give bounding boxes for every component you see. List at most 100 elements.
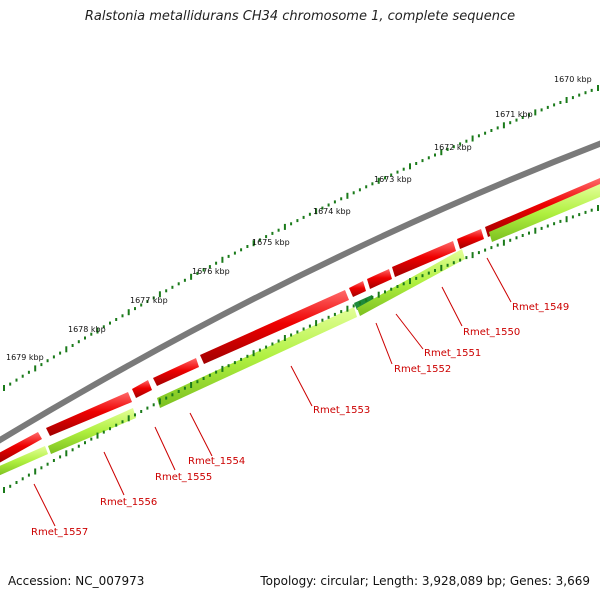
major-tick: [597, 205, 599, 211]
minor-tick: [77, 444, 80, 448]
major-tick: [96, 327, 99, 334]
gene-label[interactable]: Rmet_1552: [394, 364, 451, 375]
major-tick: [377, 177, 380, 184]
gene-label[interactable]: Rmet_1553: [313, 405, 370, 416]
cds-feature[interactable]: [489, 184, 600, 242]
gene-label[interactable]: Rmet_1554: [188, 456, 245, 467]
minor-tick: [121, 314, 124, 318]
cds-feature[interactable]: [153, 358, 199, 386]
major-tick: [409, 278, 411, 285]
minor-tick: [384, 290, 386, 294]
gene-label[interactable]: Rmet_1557: [31, 527, 88, 538]
cds-feature-highlighted[interactable]: [354, 295, 375, 310]
major-tick: [3, 487, 5, 493]
minor-tick: [528, 113, 530, 117]
minor-tick: [84, 441, 86, 445]
minor-tick: [477, 134, 480, 138]
minor-tick: [484, 131, 487, 135]
minor-tick: [584, 210, 587, 214]
gene-label[interactable]: Rmet_1556: [100, 497, 157, 508]
cds-feature[interactable]: [367, 269, 392, 289]
major-tick: [221, 365, 224, 372]
minor-tick: [171, 285, 174, 289]
major-tick: [34, 468, 37, 475]
minor-tick: [215, 370, 218, 374]
cds-feature[interactable]: [457, 229, 484, 249]
minor-tick: [421, 159, 424, 163]
minor-tick: [52, 355, 55, 359]
tick-label: 1670 kbp: [554, 75, 592, 84]
forward-strand-features: [0, 178, 600, 463]
summary-text: Topology: circular; Length: 3,928,089 bp…: [260, 574, 590, 588]
minor-tick: [102, 325, 105, 329]
minor-tick: [177, 282, 180, 286]
minor-tick: [308, 212, 311, 216]
minor-tick: [271, 342, 274, 346]
minor-tick: [165, 289, 168, 293]
leader-line: [33, 483, 56, 527]
minor-tick: [352, 304, 355, 308]
leader-line: [395, 313, 424, 350]
minor-tick: [559, 101, 562, 104]
minor-tick: [59, 351, 62, 355]
minor-tick: [559, 219, 562, 223]
cds-feature[interactable]: [46, 392, 132, 436]
minor-tick: [509, 238, 512, 242]
major-tick: [127, 415, 130, 422]
minor-tick: [46, 359, 49, 363]
minor-tick: [208, 373, 211, 377]
major-tick: [471, 252, 474, 259]
gene-label[interactable]: Rmet_1555: [155, 472, 212, 483]
leader-line: [486, 257, 512, 303]
cds-feature[interactable]: [200, 290, 349, 364]
minor-tick: [515, 118, 518, 122]
cds-feature[interactable]: [0, 432, 42, 463]
minor-tick: [90, 437, 93, 441]
minor-tick: [233, 251, 236, 255]
minor-tick: [246, 245, 249, 248]
gene-label[interactable]: Rmet_1550: [463, 327, 520, 338]
minor-tick: [578, 213, 581, 217]
major-tick: [565, 97, 568, 103]
minor-tick: [196, 380, 199, 384]
minor-tick: [27, 370, 30, 374]
major-tick: [283, 223, 286, 230]
cds-feature[interactable]: [48, 408, 136, 454]
minor-tick: [258, 238, 261, 242]
minor-tick: [358, 188, 361, 192]
minor-tick: [15, 378, 18, 382]
minor-tick: [296, 219, 299, 223]
cds-feature[interactable]: [132, 380, 152, 398]
minor-tick: [271, 231, 274, 235]
minor-tick: [59, 455, 62, 459]
gene-label[interactable]: Rmet_1551: [424, 348, 481, 359]
minor-tick: [390, 173, 393, 177]
minor-tick: [115, 318, 118, 321]
chromosome-backbone: [0, 140, 600, 444]
major-tick: [440, 149, 443, 156]
major-tick: [565, 216, 568, 223]
accession-text: Accession: NC_007973: [8, 574, 145, 588]
minor-tick: [183, 386, 186, 390]
cds-feature[interactable]: [157, 307, 357, 408]
minor-tick: [77, 340, 80, 344]
minor-tick: [109, 321, 111, 325]
cds-feature[interactable]: [0, 446, 48, 476]
cds-feature[interactable]: [392, 241, 456, 277]
tick-label: 1679 kbp: [6, 353, 44, 362]
minor-tick: [40, 466, 43, 470]
minor-tick: [290, 333, 293, 337]
tick-label: 1673 kbp: [374, 175, 412, 184]
tick-label: 1676 kbp: [192, 267, 230, 276]
leader-line: [290, 365, 313, 407]
minor-tick: [365, 298, 368, 302]
minor-tick: [446, 147, 449, 151]
minor-tick: [152, 296, 155, 300]
cds-feature[interactable]: [349, 281, 366, 297]
tick-label: 1671 kbp: [495, 110, 533, 119]
minor-tick: [302, 215, 305, 219]
major-tick: [471, 135, 474, 142]
minor-tick: [496, 126, 499, 130]
gene-label[interactable]: Rmet_1549: [512, 302, 569, 313]
